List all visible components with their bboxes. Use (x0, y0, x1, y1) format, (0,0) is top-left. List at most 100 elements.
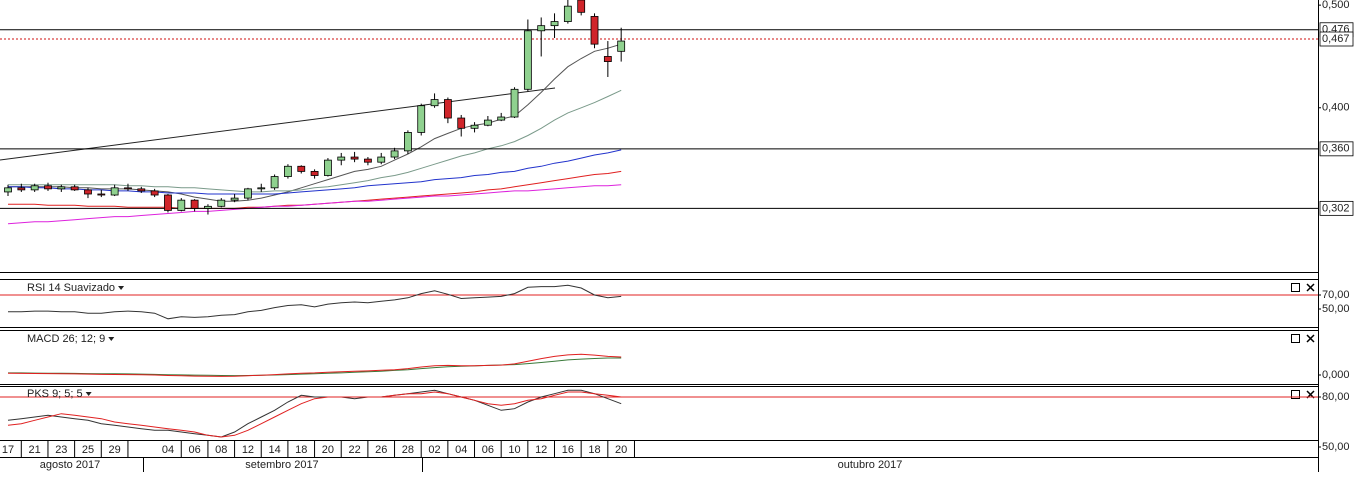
candle-body (483, 119, 492, 126)
candle-body (17, 187, 26, 191)
candle-body (57, 186, 66, 190)
y-tick-label: 70,00 (1322, 289, 1350, 301)
candle-body (230, 197, 239, 201)
candle-body (284, 165, 292, 177)
trend-line (0, 87, 556, 161)
candle-body (204, 205, 212, 209)
candle-body (177, 199, 186, 211)
candle-body (337, 156, 346, 161)
x-tick-label: 08 (215, 444, 227, 456)
indicator-line (8, 284, 622, 320)
x-tick-label: 14 (268, 444, 280, 456)
candle-body (537, 25, 546, 32)
candle-body (577, 0, 586, 13)
x-tick-label: 12 (242, 444, 254, 456)
candle-body (470, 124, 479, 129)
candle-body (523, 30, 532, 90)
candle-body (124, 187, 132, 190)
x-tick-label: 06 (482, 444, 494, 456)
candle-body (390, 150, 399, 158)
candle-body (137, 188, 146, 192)
candle-body (310, 171, 319, 176)
x-tick-label: 23 (55, 444, 67, 456)
candle-body (417, 105, 426, 133)
candle-body (510, 88, 519, 118)
maximize-icon[interactable] (1291, 390, 1300, 399)
price-label: 0,360 (1322, 143, 1350, 155)
indicator-line (7, 391, 622, 438)
indicator-line (8, 149, 622, 195)
dropdown-icon (108, 337, 115, 341)
candle-body (377, 156, 386, 163)
candle-body (150, 190, 159, 196)
x-tick-label: 20 (322, 444, 334, 456)
candle-body (164, 194, 172, 211)
indicator-line (7, 389, 622, 438)
y-tick-label: 50,00 (1322, 441, 1350, 453)
y-tick-label: 80,00 (1322, 391, 1350, 403)
indicator-line (8, 43, 622, 202)
candle-body (590, 16, 599, 45)
x-tick-label: 10 (508, 444, 520, 456)
indicator-line (7, 353, 622, 377)
price-label: 0,467 (1322, 33, 1350, 45)
x-axis-strip (0, 441, 1318, 472)
price-label: 0,302 (1322, 202, 1350, 214)
close-icon[interactable] (1306, 334, 1315, 343)
candle-body (430, 99, 439, 107)
x-tick-label: 02 (428, 444, 440, 456)
candle-body (110, 187, 119, 196)
indicator-line (8, 89, 622, 193)
candle-body (403, 132, 412, 152)
x-tick-label: 04 (455, 444, 467, 456)
panel-title: RSI 14 Suavizado (27, 282, 115, 294)
panel-title: PKS 9; 5; 5 (27, 388, 83, 400)
candle-body (97, 193, 106, 196)
x-tick-label: 22 (348, 444, 360, 456)
candle-body (324, 159, 332, 176)
candle-body (70, 186, 79, 191)
price-label-box (1319, 200, 1354, 216)
candle-body (563, 5, 572, 22)
indicator-line (8, 357, 622, 377)
x-tick-label: 04 (162, 444, 174, 456)
dropdown-icon (118, 286, 125, 290)
candle-body (297, 165, 306, 172)
candle-body (550, 21, 559, 27)
x-tick-label: 18 (588, 444, 600, 456)
x-tick-label: 21 (29, 444, 41, 456)
indicator-line (7, 184, 622, 225)
price-label-box (1319, 31, 1354, 47)
panel-title: MACD 26; 12; 9 (27, 333, 105, 345)
candle-body (257, 187, 266, 190)
candle-body (84, 189, 92, 195)
candle-body (497, 116, 506, 121)
x-tick-label: 17 (2, 444, 14, 456)
x-tick-label: 28 (402, 444, 414, 456)
x-tick-label: 12 (535, 444, 547, 456)
candle-body (4, 187, 12, 193)
x-tick-label: 25 (82, 444, 94, 456)
y-tick-label: 50,00 (1322, 303, 1350, 315)
month-label: outubro 2017 (838, 459, 903, 471)
y-tick-label: 0,400 (1322, 102, 1350, 114)
candle-body (443, 99, 452, 119)
x-tick-label: 26 (375, 444, 387, 456)
y-tick-label: 0,000 (1322, 369, 1350, 381)
y-tick-label: 0,500 (1322, 0, 1350, 11)
candle-body (190, 199, 199, 209)
candle-body (217, 199, 226, 207)
price-label-box (1319, 141, 1354, 157)
close-icon[interactable] (1306, 283, 1315, 292)
candle-body (457, 117, 466, 129)
x-tick-label: 20 (615, 444, 627, 456)
maximize-icon[interactable] (1291, 334, 1300, 343)
candle-body (364, 158, 372, 163)
candle-body (270, 176, 279, 189)
maximize-icon[interactable] (1291, 283, 1300, 292)
candle-body (30, 185, 39, 191)
candle-body (350, 156, 359, 160)
